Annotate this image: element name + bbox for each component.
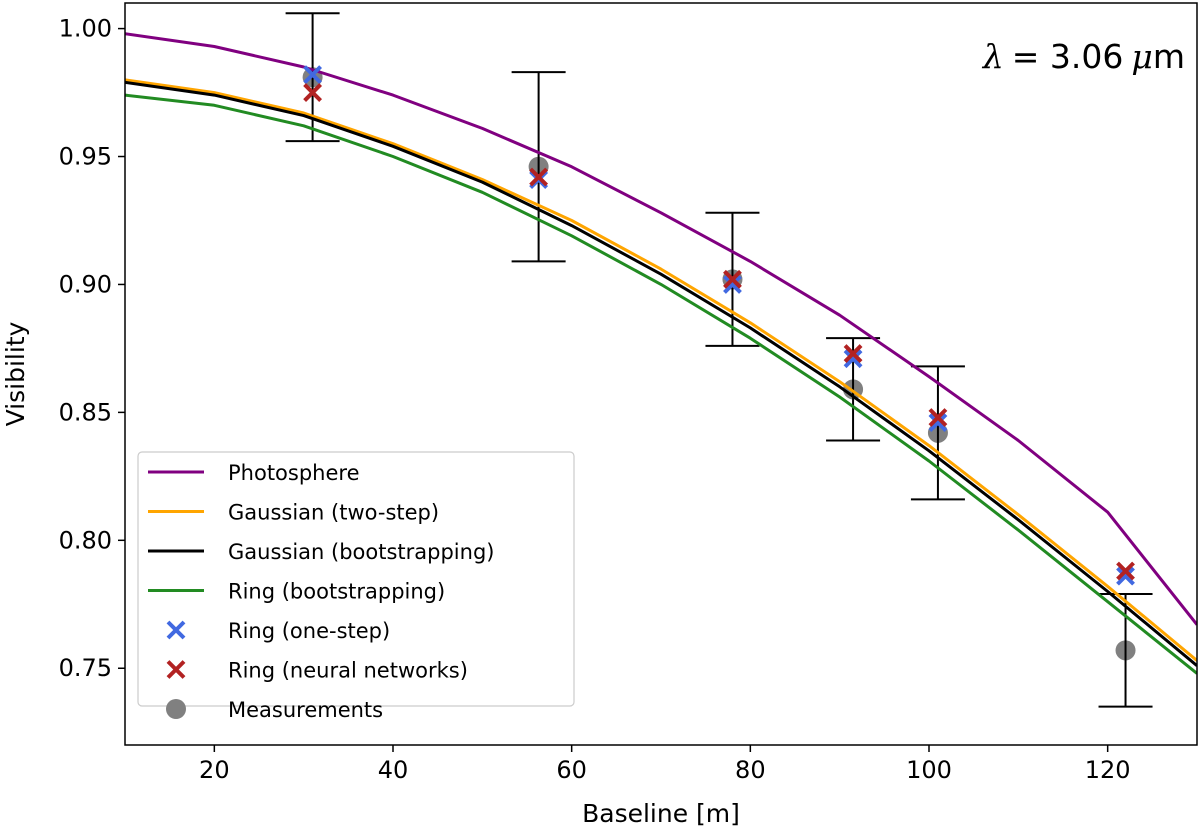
y-axis: 0.75 0.80 0.85 0.90 0.95 1.00 [59, 15, 125, 682]
x-tick-label: 40 [378, 756, 409, 784]
plot-area [125, 12, 1197, 708]
wavelength-annotation: λ = 3.06 μm [981, 37, 1185, 76]
y-tick-label: 0.95 [59, 143, 112, 171]
x-axis: 20 40 60 80 100 120 [199, 745, 1131, 784]
y-axis-label: Visibility [1, 321, 30, 426]
legend-label-gaussian-bootstrapping: Gaussian (bootstrapping) [228, 540, 494, 564]
x-tick-label: 80 [735, 756, 766, 784]
legend: Photosphere Gaussian (two-step) Gaussian (… [137, 451, 575, 722]
x-tick-label: 120 [1085, 756, 1131, 784]
plot-frame [124, 2, 1198, 746]
photosphere-line [125, 32, 1197, 626]
x-tick-label: 60 [556, 756, 587, 784]
ring-neural-networks-marker [303, 83, 323, 102]
y-tick-label: 0.90 [59, 270, 112, 298]
ring-neural-networks-marker [529, 167, 549, 187]
legend-label-ring-one-step: Ring (one-step) [228, 619, 390, 643]
ring-one-step-marker [928, 413, 948, 433]
ring-neural-networks-marker [1116, 561, 1135, 581]
legend-swatch-ring-neural-networks [166, 660, 186, 679]
ring-neural-networks-marker [928, 408, 948, 427]
ring-one-step-marker [303, 65, 323, 85]
legend-label-measurements: Measurements [228, 698, 383, 722]
gaussian-bootstrapping-line [125, 80, 1197, 667]
y-tick-label: 0.75 [59, 654, 112, 682]
ring-neural-networks-marker [723, 269, 742, 289]
ring-neural-networks-marker [843, 344, 863, 363]
legend-box [137, 451, 575, 707]
y-tick-label: 1.00 [59, 15, 112, 43]
gaussian-two-step-line [125, 78, 1197, 662]
ring-bootstrapping-line [125, 93, 1197, 675]
legend-swatch-measurements [166, 699, 186, 719]
y-tick-label: 0.80 [59, 526, 112, 554]
ring-one-step-marker [1116, 566, 1135, 586]
legend-label-gaussian-two-step: Gaussian (two-step) [228, 501, 439, 525]
x-tick-label: 20 [199, 756, 230, 784]
legend-label-photosphere: Photosphere [228, 461, 360, 485]
legend-swatch-ring-one-step [166, 620, 186, 640]
x-axis-label: Baseline [m] [582, 799, 740, 828]
ring-one-step-marker [723, 275, 742, 294]
legend-label-ring-bootstrapping: Ring (bootstrapping) [228, 580, 445, 604]
legend-label-ring-neural-networks: Ring (neural networks) [228, 659, 468, 683]
y-tick-label: 0.85 [59, 398, 112, 426]
x-tick-label: 100 [906, 756, 952, 784]
ring-one-step-marker [843, 349, 863, 369]
